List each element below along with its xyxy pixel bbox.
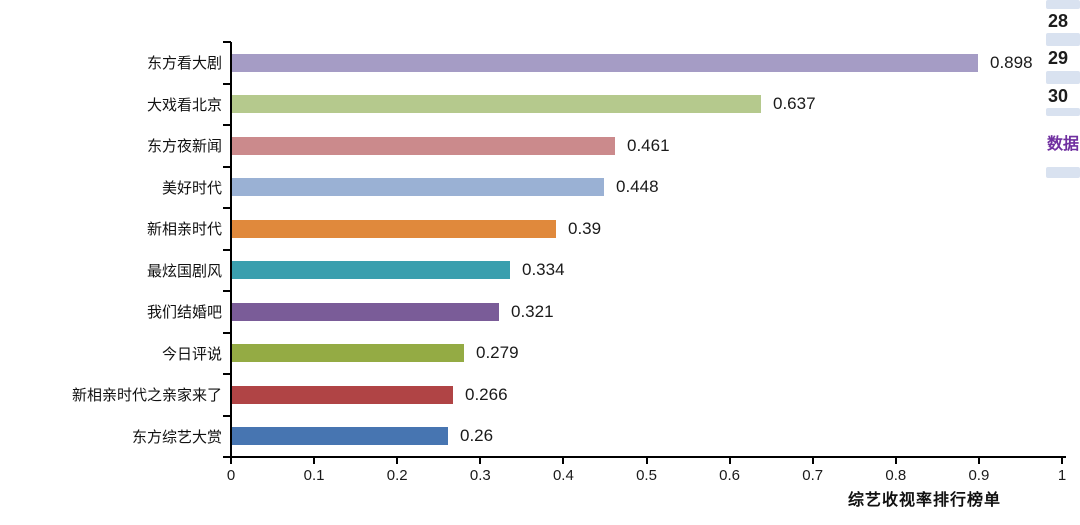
bar-row: 新相亲时代 0.39 [0, 208, 1080, 250]
y-tick [223, 41, 231, 43]
row-number[interactable]: 30 [1048, 85, 1069, 106]
y-tick [223, 331, 231, 334]
spreadsheet-cell [1046, 33, 1080, 46]
x-tick [396, 458, 399, 464]
x-tick [894, 458, 897, 464]
bar-row: 最炫国剧风 0.334 [0, 250, 1080, 292]
x-tick-label: 0.6 [719, 467, 741, 484]
value-label: 0.461 [627, 135, 670, 155]
y-tick [223, 456, 231, 458]
value-label: 0.637 [773, 94, 816, 114]
bar [232, 53, 978, 72]
category-label: 东方综艺大赏 [131, 429, 222, 446]
value-label: 0.334 [522, 260, 565, 280]
value-label: 0.448 [616, 177, 659, 197]
value-label: 0.39 [568, 218, 602, 238]
y-tick [223, 207, 231, 209]
x-tick [811, 458, 814, 464]
x-tick-label: 0.9 [968, 467, 990, 484]
x-tick [1061, 458, 1063, 464]
x-axis-line [230, 456, 1066, 458]
bar [232, 385, 453, 404]
category-label: 东方看大剧 [146, 56, 222, 73]
row-number[interactable]: 28 [1048, 10, 1069, 31]
spreadsheet-edge-panel: 28 29 30 数据 [1045, 0, 1080, 186]
y-tick [223, 82, 231, 85]
bar-row: 今日评说 0.279 [0, 333, 1080, 375]
bar-row: 东方看大剧 0.898 [0, 42, 1080, 84]
y-axis-line [230, 42, 232, 458]
bar-row: 东方夜新闻 0.461 [0, 125, 1080, 167]
bar [232, 219, 556, 238]
bar [232, 261, 510, 280]
category-label: 新相亲时代 [146, 222, 222, 239]
bar [232, 136, 615, 155]
value-label: 0.279 [476, 343, 519, 363]
x-tick [645, 458, 648, 464]
category-label: 新相亲时代之亲家来了 [71, 388, 222, 405]
category-label: 最炫国剧风 [146, 263, 222, 280]
y-tick [223, 373, 231, 375]
x-tick [479, 458, 482, 464]
y-tick [223, 165, 231, 168]
x-tick-label: 0.3 [469, 467, 491, 484]
value-label: 0.266 [465, 384, 508, 404]
bar [232, 178, 604, 197]
category-label: 我们结婚吧 [146, 305, 222, 322]
bar-row: 新相亲时代之亲家来了 0.266 [0, 374, 1080, 416]
y-tick [223, 290, 231, 292]
x-tick-label: 0 [226, 467, 236, 484]
bar-row: 大戏看北京 0.637 [0, 84, 1080, 126]
category-label: 美好时代 [161, 180, 222, 197]
bar [232, 95, 761, 114]
x-tick-label: 0.4 [552, 467, 574, 484]
y-tick [223, 414, 231, 417]
x-tick [977, 458, 980, 464]
bar [232, 344, 464, 363]
x-tick [313, 458, 316, 464]
spreadsheet-cell [1046, 167, 1080, 178]
spreadsheet-cell [1046, 0, 1080, 9]
bar [232, 302, 499, 321]
x-tick [728, 458, 731, 464]
spreadsheet-cell [1046, 108, 1080, 116]
x-tick [562, 458, 565, 464]
x-tick-label: 1 [1057, 467, 1067, 484]
bar-row: 我们结婚吧 0.321 [0, 291, 1080, 333]
y-tick [223, 248, 231, 251]
bar-row: 美好时代 0.448 [0, 167, 1080, 209]
category-label: 大戏看北京 [146, 97, 222, 114]
category-label: 今日评说 [161, 346, 222, 363]
x-tick-label: 0.5 [636, 467, 657, 484]
spreadsheet-cell [1046, 71, 1080, 84]
bar-row: 东方综艺大赏 0.26 [0, 416, 1080, 458]
x-tick-label: 0.8 [885, 467, 907, 484]
value-label: 0.26 [460, 426, 494, 446]
x-tick [230, 458, 232, 464]
x-tick-label: 0.7 [802, 467, 824, 484]
value-label: 0.321 [511, 301, 554, 321]
sheet-tab[interactable]: 数据 [1047, 135, 1080, 153]
bar [232, 427, 448, 446]
y-tick [223, 124, 231, 126]
x-tick-label: 0.1 [303, 467, 325, 484]
row-number[interactable]: 29 [1048, 48, 1069, 68]
value-label: 0.898 [990, 52, 1033, 72]
x-tick-label: 0.2 [386, 467, 408, 484]
x-axis-title: 综艺收视率排行榜单 [848, 492, 1002, 509]
category-label: 东方夜新闻 [146, 139, 222, 156]
